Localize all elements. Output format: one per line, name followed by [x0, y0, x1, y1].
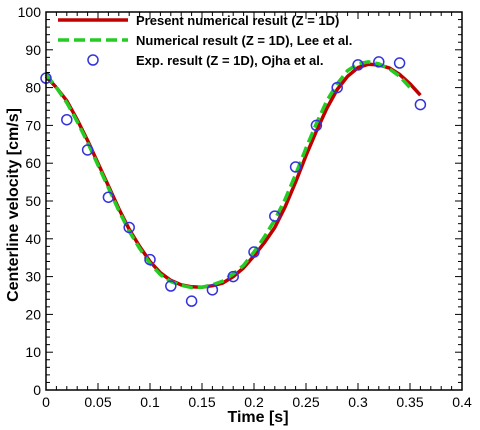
- x-tick-label: 0.3: [348, 394, 368, 410]
- x-tick-label: 0.05: [84, 394, 111, 410]
- y-tick-label: 20: [25, 306, 41, 322]
- exp-data-point: [269, 210, 281, 222]
- legend-label: Exp. result (Z = 1D), Ojha et al.: [136, 53, 323, 68]
- y-tick-label: 10: [25, 344, 41, 360]
- y-tick-label: 80: [25, 80, 41, 96]
- exp-data-point: [373, 56, 385, 68]
- exp-data-point: [414, 98, 427, 111]
- y-tick-label: 70: [25, 117, 41, 133]
- legend: Present numerical result (Z = 1D) Numeric…: [58, 13, 352, 68]
- exp-data-point: [61, 113, 73, 126]
- x-tick-label: 0.2: [244, 394, 264, 410]
- x-tick-label: 0.1: [140, 394, 160, 410]
- lee-numerical-line: [44, 60, 412, 290]
- y-tick-label: 90: [25, 42, 41, 58]
- x-tick-label: 0.4: [452, 394, 472, 410]
- exp-data-point: [165, 280, 177, 292]
- y-tick-label: 30: [25, 269, 41, 285]
- legend-label: Present numerical result (Z = 1D): [136, 13, 339, 28]
- y-tick-label: 50: [25, 193, 41, 209]
- x-tick-label: 0.35: [396, 394, 423, 410]
- x-tick-label: 0.25: [292, 394, 319, 410]
- exp-data-point: [310, 119, 323, 132]
- y-tick-label: 100: [18, 4, 42, 20]
- exp-data-point: [206, 284, 219, 296]
- y-tick-label: 40: [25, 231, 41, 247]
- exp-data-point: [185, 295, 198, 307]
- y-tick-label: 60: [25, 155, 41, 171]
- exp-data-point: [289, 161, 302, 173]
- legend-marker-exp: [87, 54, 99, 66]
- y-axis-title: Centerline velocity [cm/s]: [5, 108, 22, 302]
- legend-label: Numerical result (Z = 1D), Lee et al.: [136, 33, 352, 48]
- x-tick-label: 0.15: [188, 394, 215, 410]
- x-tick-label: 0: [42, 394, 50, 410]
- exp-data-point: [227, 270, 239, 283]
- exp-data-point: [393, 57, 406, 69]
- exp-data-point: [352, 59, 364, 71]
- exp-data-point: [144, 253, 156, 266]
- exp-data-point: [123, 221, 135, 234]
- y-tick-label: 0: [33, 382, 41, 398]
- exp-data-point: [331, 81, 343, 94]
- exp-data-point: [102, 191, 115, 203]
- exp-data-point: [81, 144, 94, 156]
- exp-data-point: [248, 246, 260, 258]
- x-axis-title: Time [s]: [227, 409, 288, 426]
